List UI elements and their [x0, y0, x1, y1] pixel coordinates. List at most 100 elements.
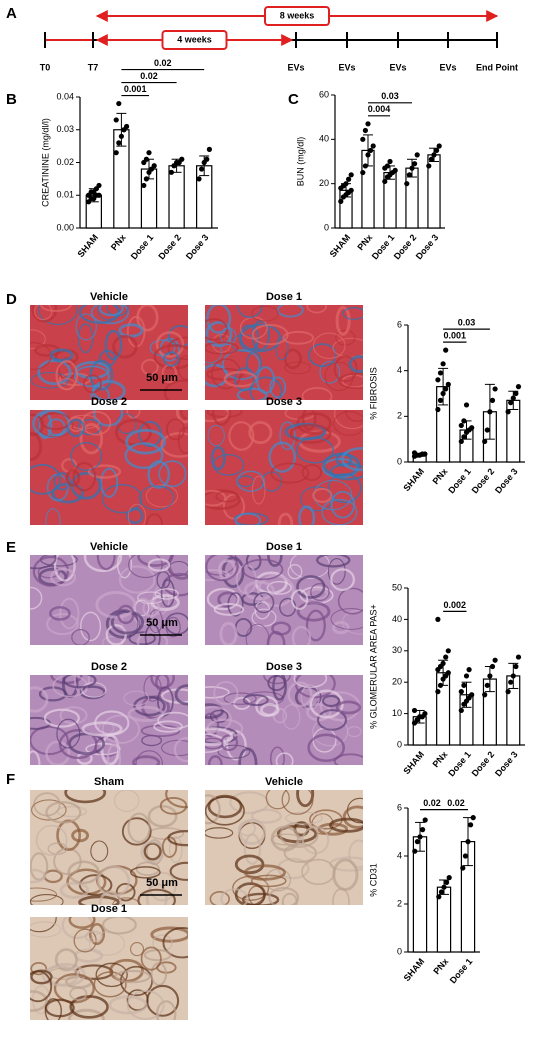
- tissue-blob: [62, 675, 97, 689]
- data-point: [199, 166, 205, 172]
- tissue-blob: [84, 930, 103, 943]
- data-point: [365, 152, 371, 158]
- data-point: [392, 167, 398, 173]
- tissue-blob: [306, 305, 327, 314]
- tissue-blob: [30, 868, 47, 884]
- tissue-blob: [64, 790, 107, 804]
- tissue-blob: [211, 410, 232, 426]
- data-point: [370, 143, 376, 149]
- tissue-blob: [291, 625, 312, 645]
- data-point: [445, 670, 451, 676]
- tissue-blob: [72, 461, 97, 492]
- tissue-blob: [127, 503, 147, 525]
- x-tick-label: Dose 1: [446, 749, 473, 778]
- tissue-blob: [236, 387, 268, 400]
- tissue-blob: [108, 995, 148, 1015]
- tissue-blob: [208, 755, 223, 765]
- tissue-blob: [282, 330, 315, 345]
- x-tick-label: SHAM: [401, 749, 426, 776]
- p-value-label: 0.002: [444, 600, 467, 610]
- tissue-blob: [234, 512, 262, 525]
- timeline-label: EVs: [389, 62, 406, 72]
- tissue-blob: [126, 989, 149, 1011]
- timeline-label: EVs: [287, 62, 304, 72]
- tissue-blob: [150, 962, 168, 987]
- tissue-blob: [342, 805, 363, 829]
- tissue-blob: [333, 753, 363, 765]
- tissue-blob: [77, 418, 102, 436]
- data-point: [435, 406, 441, 413]
- tissue-blob: [69, 986, 88, 1001]
- data-point: [462, 853, 468, 859]
- tissue-blob: [30, 586, 43, 610]
- data-point: [440, 390, 446, 397]
- tissue-blob: [223, 692, 257, 705]
- tissue: [30, 555, 188, 645]
- tissue-blob: [238, 820, 256, 837]
- data-point: [179, 156, 185, 162]
- tissue: [30, 410, 188, 525]
- data-point: [440, 361, 446, 367]
- tissue-blob: [321, 694, 341, 708]
- tissue-blob: [37, 359, 72, 386]
- data-point: [484, 682, 490, 688]
- data-point: [204, 156, 210, 162]
- tissue-blob: [287, 564, 303, 580]
- data-point: [360, 136, 366, 142]
- tissue-blob: [205, 737, 224, 750]
- tissue-blob: [112, 334, 138, 359]
- data-point: [460, 865, 466, 871]
- micrograph-caption: Vehicle: [265, 776, 303, 788]
- tissue-blob: [106, 743, 122, 765]
- tissue-blob: [110, 610, 145, 635]
- x-tick-label: Dose 2: [470, 749, 497, 778]
- tissue-blob: [270, 462, 310, 484]
- tissue-blob: [205, 555, 239, 582]
- tissue-blob: [174, 684, 188, 706]
- tissue-blob: [346, 725, 362, 738]
- tissue-blob: [298, 505, 316, 525]
- tissue-blob: [137, 888, 176, 905]
- micrograph-caption: Dose 3: [266, 396, 302, 408]
- data-point: [368, 147, 374, 154]
- bar: [168, 165, 185, 229]
- tissue-blob: [30, 852, 49, 881]
- tissue-blob: [145, 513, 163, 525]
- tissue-blob: [268, 441, 297, 473]
- data-point: [411, 450, 418, 456]
- x-tick-label: Dose 3: [184, 232, 211, 261]
- tissue-blob: [31, 305, 58, 323]
- micrograph-caption: Dose 2: [91, 396, 127, 408]
- tissue-blob: [133, 695, 166, 717]
- tissue-blob: [30, 970, 53, 1003]
- x-tick-label: SHAM: [401, 466, 426, 493]
- micrograph: [205, 555, 363, 645]
- tissue-blob: [165, 418, 185, 441]
- tissue-blob: [248, 421, 273, 445]
- tissue-blob: [55, 360, 79, 391]
- tissue-blob: [234, 854, 265, 875]
- tissue-blob: [238, 747, 258, 765]
- data-point: [428, 156, 434, 162]
- tissue-blob: [327, 557, 346, 585]
- micrograph: [30, 675, 188, 765]
- tissue-blob: [332, 858, 359, 891]
- tissue-blob: [277, 512, 294, 525]
- y-tick-label: 20: [392, 677, 402, 687]
- tissue-blob: [317, 822, 349, 836]
- x-tick-label: PNx: [431, 466, 450, 486]
- p-value-label: 0.03: [381, 91, 399, 101]
- tissue-blob: [340, 446, 363, 472]
- p-value-label: 0.02: [140, 71, 158, 81]
- tissue-blob: [266, 580, 292, 595]
- data-point: [437, 397, 444, 403]
- data-point: [443, 347, 449, 353]
- tissue-blob: [251, 305, 279, 322]
- tissue-blob: [113, 790, 140, 813]
- y-tick-label: 6: [397, 319, 402, 329]
- data-point: [437, 370, 444, 376]
- tissue-blob: [50, 568, 77, 587]
- tissue-blob: [30, 372, 69, 389]
- tissue-blob: [83, 374, 102, 394]
- tissue-blob: [97, 865, 131, 898]
